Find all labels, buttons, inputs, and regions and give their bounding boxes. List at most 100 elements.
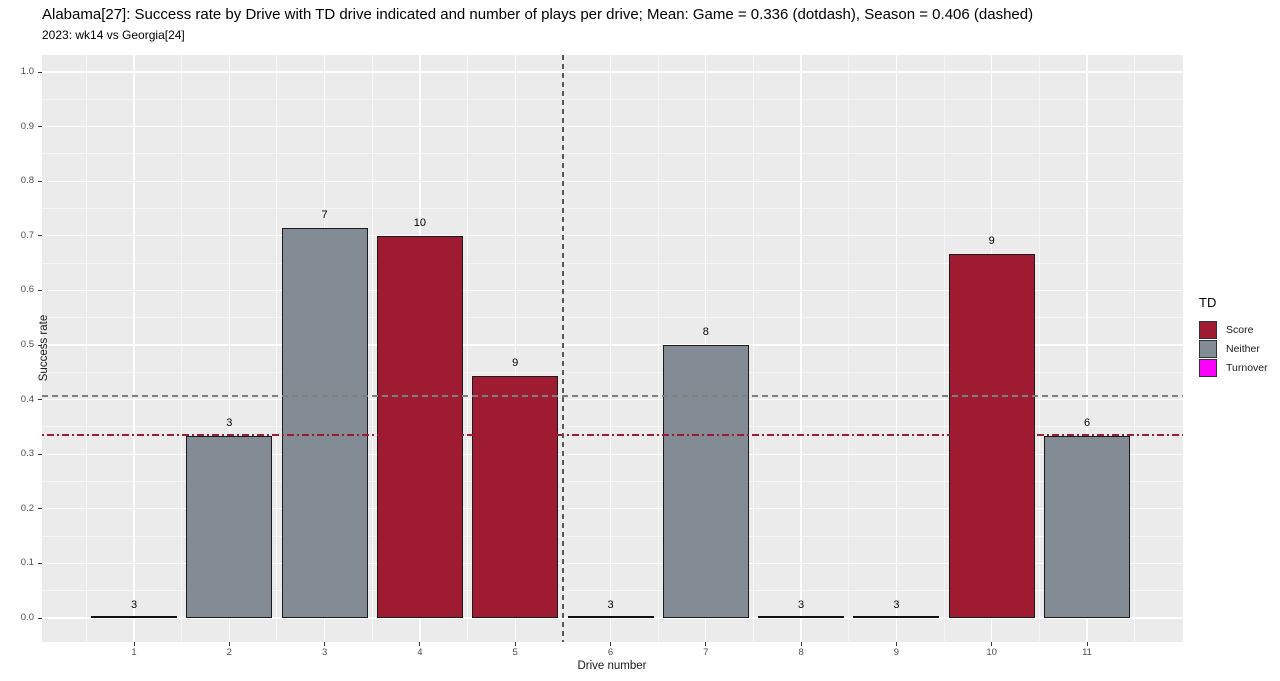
y-tick-label: 0.3 bbox=[20, 448, 34, 460]
refline-game-mean bbox=[42, 433, 1183, 436]
refline-half-divider bbox=[561, 55, 564, 642]
h-gridline-major bbox=[42, 453, 1183, 455]
bar bbox=[376, 235, 463, 618]
h-gridline-major bbox=[42, 71, 1183, 73]
v-gridline-major bbox=[133, 55, 135, 642]
v-gridline-minor bbox=[848, 55, 850, 642]
v-gridline-major bbox=[895, 55, 898, 642]
x-tick-label: 10 bbox=[986, 647, 997, 658]
h-gridline-major bbox=[42, 289, 1183, 292]
x-tick-mark bbox=[705, 642, 707, 646]
v-gridline-minor bbox=[276, 55, 278, 642]
x-tick-label: 2 bbox=[226, 647, 232, 658]
bar bbox=[472, 375, 559, 618]
x-tick-label: 4 bbox=[417, 647, 423, 658]
plot-panel: 3 3 7 10 9 3 8 3 3 9 6 bbox=[42, 55, 1183, 642]
y-tick-label: 0.4 bbox=[20, 393, 34, 405]
bar-plays-label: 3 bbox=[607, 599, 614, 611]
x-tick-mark bbox=[514, 642, 516, 646]
bar-plays-label: 8 bbox=[702, 326, 709, 338]
y-tick-mark bbox=[38, 289, 42, 291]
h-gridline-major bbox=[42, 508, 1183, 510]
x-axis-title: Drive number bbox=[577, 660, 647, 672]
bar bbox=[186, 436, 273, 618]
y-tick-mark bbox=[38, 180, 42, 182]
bar-plays-label: 3 bbox=[893, 599, 900, 611]
h-gridline-major bbox=[42, 180, 1183, 182]
x-tick-mark bbox=[228, 642, 230, 646]
y-tick-mark bbox=[38, 344, 42, 346]
h-gridline-minor bbox=[42, 535, 1183, 537]
y-tick-mark bbox=[38, 235, 42, 237]
y-tick-label: 0.2 bbox=[20, 502, 34, 514]
bar bbox=[662, 345, 749, 618]
x-tick-label: 8 bbox=[798, 647, 804, 658]
v-gridline-minor bbox=[1038, 55, 1040, 642]
x-tick-mark bbox=[991, 642, 993, 646]
bar-plays-label: 7 bbox=[321, 209, 328, 222]
h-gridline-minor bbox=[42, 208, 1183, 209]
refline-season-mean bbox=[42, 395, 1183, 398]
y-tick-mark bbox=[38, 126, 42, 128]
legend-item: Score bbox=[1199, 320, 1268, 339]
y-tick-mark bbox=[38, 71, 42, 73]
x-tick-label: 6 bbox=[607, 647, 614, 658]
legend-item-label: Score bbox=[1226, 323, 1254, 336]
x-tick-label: 5 bbox=[512, 647, 518, 658]
chart-subtitle: 2023: wk14 vs Georgia[24] bbox=[42, 28, 185, 42]
v-gridline-major bbox=[1086, 55, 1088, 642]
v-gridline-major bbox=[800, 55, 802, 642]
bar-plays-label: 3 bbox=[798, 599, 805, 611]
y-tick-label: 1.0 bbox=[20, 66, 34, 77]
y-tick-label: 0.7 bbox=[20, 229, 34, 241]
x-tick-mark bbox=[610, 642, 611, 646]
x-tick-mark bbox=[419, 642, 421, 646]
h-gridline-minor bbox=[42, 426, 1183, 428]
bar bbox=[281, 228, 368, 618]
x-tick-label: 3 bbox=[321, 647, 328, 658]
v-gridline-minor bbox=[85, 55, 87, 642]
bar-plays-label: 3 bbox=[226, 417, 233, 430]
v-gridline-major bbox=[609, 55, 612, 642]
legend-item: Neither bbox=[1199, 339, 1268, 358]
y-tick-label: 0.1 bbox=[20, 557, 34, 569]
v-gridline-minor bbox=[181, 55, 183, 642]
x-tick-label: 9 bbox=[893, 647, 900, 658]
legend-item-label: Neither bbox=[1226, 342, 1260, 355]
y-tick-label: 0.0 bbox=[20, 612, 34, 623]
y-tick-mark bbox=[38, 617, 42, 619]
chart-title: Alabama[27]: Success rate by Drive with … bbox=[42, 6, 1034, 23]
h-gridline-minor bbox=[42, 481, 1183, 482]
h-gridline-major bbox=[42, 125, 1183, 128]
h-gridline-minor bbox=[42, 98, 1183, 100]
bar bbox=[91, 616, 177, 618]
v-gridline-minor bbox=[467, 55, 469, 642]
y-tick-label: 0.5 bbox=[20, 339, 34, 350]
h-gridline-minor bbox=[42, 262, 1183, 264]
v-gridline-minor bbox=[752, 55, 754, 642]
legend-items: Score Neither Turnover bbox=[1199, 320, 1268, 377]
h-gridline-major bbox=[42, 398, 1183, 401]
h-gridline-major bbox=[42, 344, 1183, 346]
v-gridline-minor bbox=[371, 55, 373, 642]
y-axis-title: Success rate bbox=[38, 314, 50, 382]
x-tick-mark bbox=[324, 642, 326, 646]
bar bbox=[567, 616, 654, 618]
bar bbox=[853, 616, 940, 618]
bar-plays-label: 9 bbox=[512, 356, 519, 369]
v-gridline-minor bbox=[657, 55, 659, 642]
x-tick-mark bbox=[895, 642, 897, 646]
v-gridline-major bbox=[228, 55, 230, 642]
y-tick-label: 0.8 bbox=[20, 175, 34, 187]
x-tick-label: 1 bbox=[131, 647, 137, 658]
bar-plays-label: 3 bbox=[130, 599, 138, 611]
legend-swatch-turnover bbox=[1199, 358, 1217, 377]
h-gridline-major bbox=[42, 235, 1183, 237]
y-tick-mark bbox=[38, 453, 42, 455]
bar bbox=[948, 253, 1035, 618]
bar bbox=[758, 616, 845, 618]
x-tick-mark bbox=[133, 642, 135, 646]
v-gridline-major bbox=[514, 55, 516, 642]
x-tick-mark bbox=[800, 642, 802, 646]
